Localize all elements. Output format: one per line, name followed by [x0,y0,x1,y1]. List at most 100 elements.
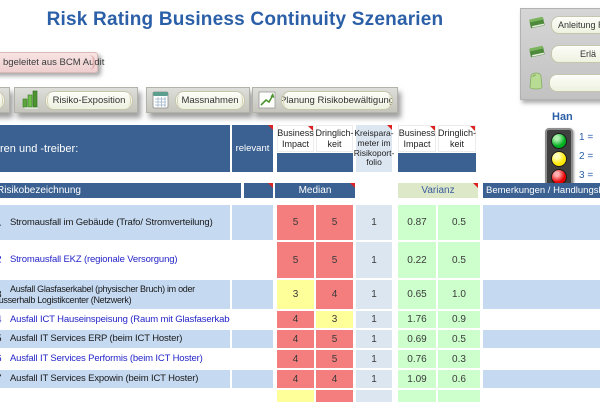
dringlichkeit-cell[interactable] [316,390,353,402]
book-icon [527,15,547,36]
risk-title-cell[interactable]: 2 Stromausfall EKZ (regionale Versorgung… [0,242,230,278]
kreisparameter-cell[interactable]: 1 [356,370,392,388]
relevant-cell[interactable] [232,370,273,388]
business-impact-cell[interactable]: 4 [277,330,314,348]
varianz-bi-cell[interactable]: 0.65 [398,280,436,309]
header-bemerkungen: Bemerkungen / Handlungsbedarf [483,183,600,198]
kreisparameter-cell[interactable]: 1 [356,280,392,309]
row-number: 7 [0,374,2,385]
planung-risikobewaeltigung-button[interactable]: Planung Risikobewältigung [281,90,393,110]
help-panel: Anleitung R Erlä [520,8,600,100]
relevant-cell[interactable] [232,205,273,240]
risk-title: Ausfall IT Services ERP (beim ICT Hoster… [10,333,183,345]
comment-indicator [350,183,355,188]
row-number: 6 [0,354,2,365]
business-impact-cell[interactable]: 4 [277,370,314,388]
varianz-dr-cell[interactable]: 0.5 [438,330,480,348]
kreisparameter-cell[interactable]: 1 [356,350,392,368]
bemerkungen-cell[interactable] [483,280,600,309]
relevant-cell[interactable] [232,311,273,328]
bag-icon [527,71,545,96]
kreisparameter-cell[interactable] [356,390,392,402]
risk-title: Ausfall IT Services Performis (beim ICT … [10,353,203,365]
table-row: 2 Stromausfall EKZ (regionale Versorgung… [0,242,600,278]
bemerkungen-cell[interactable] [483,330,600,348]
varianz-bi-cell[interactable]: 0.87 [398,205,436,240]
risk-title-cell[interactable] [0,390,230,402]
business-impact-cell[interactable]: 4 [277,350,314,368]
header-factors: ren und -treiber: [0,125,230,172]
anleitung-button[interactable]: Anleitung R [551,16,600,34]
dringlichkeit-cell[interactable]: 5 [316,242,353,278]
varianz-bi-cell[interactable] [398,390,436,402]
varianz-bi-cell[interactable]: 0.69 [398,330,436,348]
bemerkungen-cell[interactable] [483,390,600,402]
bemerkungen-cell[interactable] [483,205,600,240]
dringlichkeit-cell[interactable]: 4 [316,280,353,309]
comment-indicator [470,126,475,131]
varianz-dr-cell[interactable]: 0.6 [438,370,480,388]
risk-title: Ausfall IT Services Expowin (beim ICT Ho… [10,373,199,385]
toolbar-group-cut [0,87,10,113]
relevant-cell[interactable] [232,242,273,278]
bemerkungen-cell[interactable] [483,242,600,278]
risk-title-cell[interactable]: 5 Ausfall IT Services ERP (beim ICT Host… [0,330,230,348]
risk-table: 1 Stromausfall im Gebäude (Trafo/ Stromv… [0,205,600,404]
header-business-impact-1: Business Impact [277,125,314,152]
varianz-dr-cell[interactable]: 0.9 [438,311,480,328]
varianz-bi-cell[interactable]: 0.22 [398,242,436,278]
bemerkungen-cell[interactable] [483,350,600,368]
erlaeuterung-button[interactable]: Erlä [551,45,600,63]
risk-title-cell[interactable]: 6 Ausfall IT Services Performis (beim IC… [0,350,230,368]
row-number: 1 [0,217,2,228]
toolbar-group-risiko: Risiko-Exposition [14,87,138,113]
relevant-cell[interactable] [232,280,273,309]
varianz-dr-cell[interactable] [438,390,480,402]
toolbar-group-massnahmen: Massnahmen [146,87,250,113]
business-impact-cell[interactable]: 5 [277,242,314,278]
kreisparameter-cell[interactable]: 1 [356,330,392,348]
relevant-cell[interactable] [232,390,273,402]
dringlichkeit-cell[interactable]: 3 [316,311,353,328]
relevant-cell[interactable] [232,350,273,368]
cut-off-button[interactable] [0,90,5,110]
bemerkungen-cell[interactable] [483,311,600,328]
dringlichkeit-cell[interactable]: 5 [316,330,353,348]
risk-title-cell[interactable]: 1 Stromausfall im Gebäude (Trafo/ Stromv… [0,205,230,240]
varianz-bi-cell[interactable]: 1.76 [398,311,436,328]
help-button-3[interactable] [549,74,600,92]
risk-title-cell[interactable]: 3 Ausfall Glasfaserkabel (physischer Bru… [0,280,230,309]
book-icon [527,44,547,65]
varianz-dr-cell[interactable]: 0.5 [438,205,480,240]
dringlichkeit-cell[interactable]: 5 [316,205,353,240]
varianz-bi-cell[interactable]: 1.09 [398,370,436,388]
massnahmen-button[interactable]: Massnahmen [175,90,245,110]
kreisparameter-cell[interactable]: 1 [356,311,392,328]
business-impact-cell[interactable]: 5 [277,205,314,240]
bar-chart-icon [19,89,41,111]
header-median: Median [275,183,355,198]
risk-title: Stromausfall im Gebäude (Trafo/ Stromver… [10,216,213,228]
varianz-dr-cell[interactable]: 1.0 [438,280,480,309]
kreisparameter-cell[interactable]: 1 [356,242,392,278]
comment-indicator [268,183,273,188]
business-impact-cell[interactable]: 4 [277,311,314,328]
risiko-exposition-button[interactable]: Risiko-Exposition [45,90,133,110]
risk-title-cell[interactable]: 7 Ausfall IT Services Expowin (beim ICT … [0,370,230,388]
varianz-dr-cell[interactable]: 0.5 [438,242,480,278]
varianz-bi-cell[interactable]: 0.76 [398,350,436,368]
table-row [0,390,600,402]
row-number: 5 [0,334,2,345]
business-impact-cell[interactable] [277,390,314,402]
business-impact-cell[interactable]: 3 [277,280,314,309]
bcm-audit-button[interactable]: bgeleitet aus BCM Audit [0,52,104,73]
relevant-cell[interactable] [232,330,273,348]
toolbar-group-planung: Planung Risikobewältigung [252,87,398,113]
page-title: Risk Rating Business Continuity Szenarie… [46,9,444,30]
varianz-dr-cell[interactable]: 0.3 [438,350,480,368]
risk-title-cell[interactable]: 4 Ausfall ICT Hauseinspeisung (Raum mit … [0,311,230,328]
kreisparameter-cell[interactable]: 1 [356,205,392,240]
dringlichkeit-cell[interactable]: 5 [316,350,353,368]
dringlichkeit-cell[interactable]: 4 [316,370,353,388]
bemerkungen-cell[interactable] [483,370,600,388]
